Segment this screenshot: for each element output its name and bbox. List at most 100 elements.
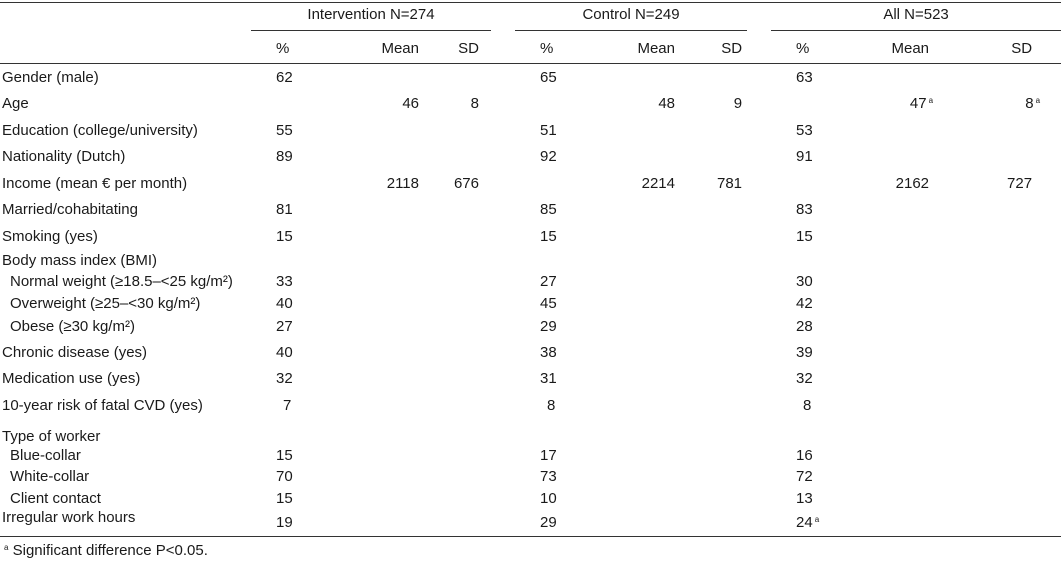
- cell: 10: [540, 489, 557, 507]
- table-row: 10-year risk of fatal CVD (yes) 7 8 8: [0, 392, 1061, 419]
- cell: 30: [796, 273, 813, 291]
- group-header-all: All N=523: [765, 3, 1061, 34]
- cell: 29: [540, 318, 557, 335]
- row-label: Age: [2, 95, 29, 113]
- cell: 91: [796, 148, 813, 166]
- cell: 15: [276, 227, 293, 245]
- cell: [317, 488, 423, 510]
- cell: 15: [540, 227, 557, 245]
- cell: [423, 250, 509, 272]
- cell: 32: [796, 370, 813, 388]
- cell: [573, 271, 679, 293]
- cell: [829, 197, 933, 224]
- cell: [423, 117, 509, 144]
- col-header-mean: Mean: [573, 33, 679, 64]
- row-label: Irregular work hours: [0, 509, 245, 537]
- cell: [679, 366, 765, 393]
- cell: [573, 197, 679, 224]
- cell: 8: [470, 95, 479, 113]
- cell: [423, 339, 509, 366]
- cell: 2214: [641, 174, 675, 192]
- cell: 27: [276, 318, 293, 335]
- cell: [509, 91, 573, 118]
- cell: [573, 366, 679, 393]
- col-header-pct: %: [509, 33, 573, 64]
- cell: [679, 223, 765, 250]
- cell: [829, 419, 933, 445]
- row-label: Client contact: [10, 489, 101, 507]
- cell: [573, 144, 679, 171]
- cell: 55: [276, 121, 293, 139]
- footnote-mark: a: [4, 543, 9, 552]
- cell: [933, 250, 1061, 272]
- row-label: Chronic disease (yes): [2, 343, 148, 361]
- cell: [933, 271, 1061, 293]
- row-label: Overweight (≥25–<30 kg/m²): [10, 294, 201, 312]
- cell: [423, 314, 509, 339]
- cell: [573, 488, 679, 510]
- cell: 40: [276, 294, 293, 312]
- cell: [829, 271, 933, 293]
- cell: [509, 250, 573, 272]
- group-header-control: Control N=249: [509, 3, 765, 34]
- cell: 27: [540, 273, 557, 291]
- cell: 42: [796, 294, 813, 312]
- cell: [245, 250, 317, 272]
- table-footnote: a Significant difference P<0.05.: [2, 542, 208, 559]
- cell: [933, 419, 1061, 445]
- cell: 70: [276, 468, 293, 486]
- cell: [679, 445, 765, 467]
- cell: [423, 466, 509, 488]
- table-row: Blue-collar 15 17 16: [0, 445, 1061, 467]
- cell: 51: [540, 121, 557, 139]
- cell: 31: [540, 370, 557, 388]
- cell: [933, 197, 1061, 224]
- cell: [573, 339, 679, 366]
- cell: [829, 293, 933, 315]
- cell: 63: [796, 68, 813, 86]
- cell: [933, 293, 1061, 315]
- column-header-row: % Mean SD % Mean SD % Mean SD: [0, 33, 1061, 64]
- cell: [765, 419, 829, 445]
- cell: 15: [796, 227, 813, 245]
- row-label: Blue-collar: [10, 446, 81, 464]
- cell: 7: [283, 396, 292, 414]
- cell: [509, 419, 573, 445]
- cell: 62: [276, 68, 293, 86]
- cell: [829, 144, 933, 171]
- cell: [679, 271, 765, 293]
- cell: [679, 197, 765, 224]
- cell: [765, 91, 829, 118]
- cell: 28: [796, 318, 813, 335]
- cell: [829, 64, 933, 91]
- cell: [679, 250, 765, 272]
- table-row: Married/cohabitating 81 85 83: [0, 197, 1061, 224]
- cell: 2162: [895, 174, 930, 192]
- table-row: Education (college/university) 55 51 53: [0, 117, 1061, 144]
- row-label: Obese (≥30 kg/m²): [10, 318, 135, 335]
- cell: 15: [276, 489, 293, 507]
- cell: 38: [540, 343, 557, 361]
- cell: [933, 117, 1061, 144]
- footnote-text: Significant difference P<0.05.: [12, 542, 208, 559]
- significance-mark: a: [814, 515, 820, 524]
- cell: [829, 466, 933, 488]
- cell: [245, 91, 317, 118]
- significance-mark: a: [928, 96, 934, 106]
- cell: [829, 117, 933, 144]
- row-label: Nationality (Dutch): [2, 148, 126, 166]
- table-row: Type of worker: [0, 419, 1061, 445]
- cell: [423, 223, 509, 250]
- cell: [829, 339, 933, 366]
- col-header-pct: %: [765, 33, 830, 64]
- cell: [829, 509, 934, 537]
- cell: [933, 144, 1061, 171]
- table-row: Overweight (≥25–<30 kg/m²) 40 45 42: [0, 293, 1061, 315]
- cell: [317, 117, 423, 144]
- cell: [423, 64, 509, 91]
- cell: [573, 509, 679, 537]
- row-label: Type of worker: [2, 427, 101, 445]
- cell: 727: [1007, 174, 1033, 192]
- cell: [573, 250, 679, 272]
